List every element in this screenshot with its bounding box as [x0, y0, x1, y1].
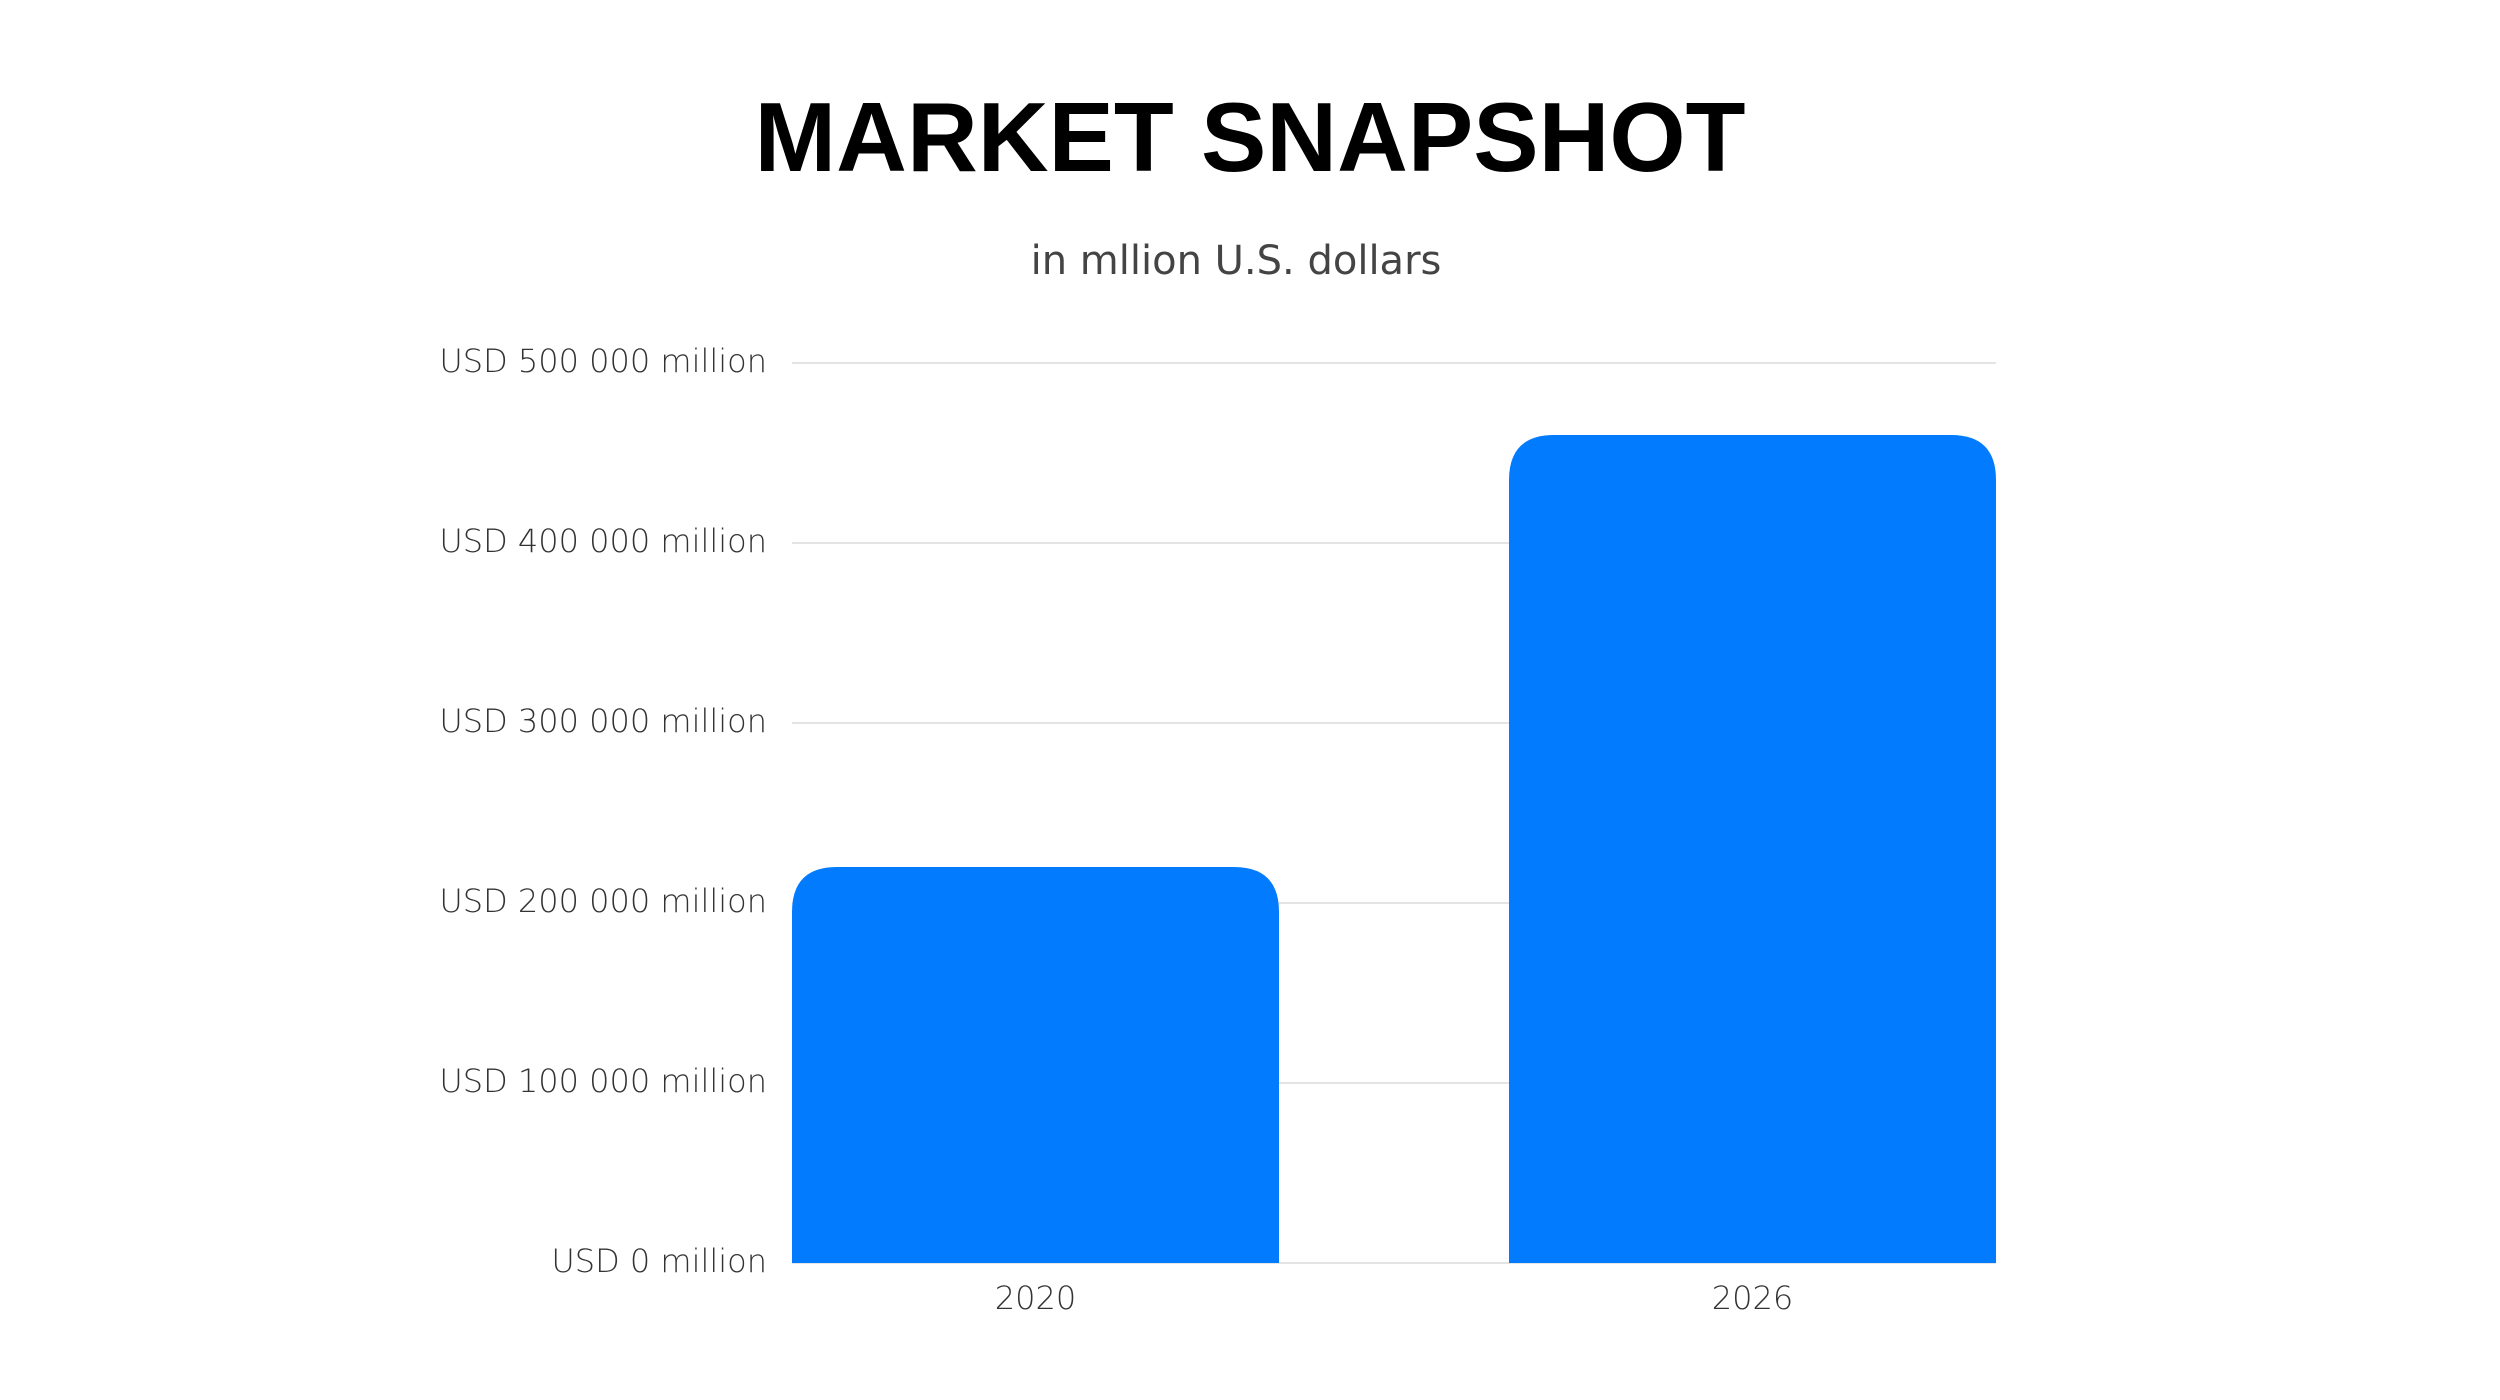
chart-title: MARKET SNAPSHOT	[755, 82, 1746, 192]
bar	[1509, 435, 1996, 1263]
chart-subtitle: in mllion U.S. dollars	[1031, 238, 1442, 284]
y-tick-label: USD 100 000 million	[439, 1062, 767, 1100]
x-tick-label: 2020	[995, 1279, 1076, 1317]
y-tick-label: USD 400 000 million	[439, 522, 767, 560]
y-tick-label: USD 500 000 million	[439, 342, 767, 380]
y-tick-label: USD 200 000 million	[439, 882, 767, 920]
bar	[792, 867, 1279, 1263]
y-tick-label: USD 300 000 million	[439, 702, 767, 740]
x-tick-label: 2026	[1712, 1279, 1793, 1317]
y-tick-label: USD 0 million	[551, 1242, 767, 1280]
